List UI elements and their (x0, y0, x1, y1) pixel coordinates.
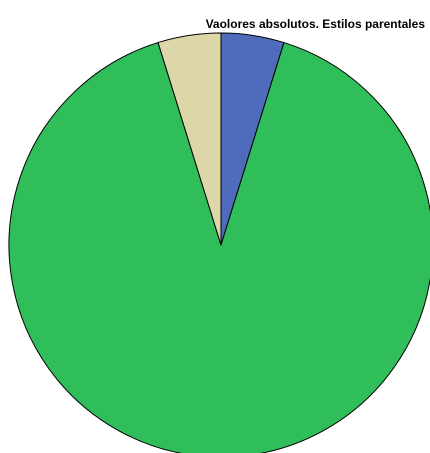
chart-title: Vaolores absolutos. Estilos parentales (205, 17, 425, 31)
pie-slice-2 (8, 42, 430, 453)
pie-slice-3 (157, 32, 222, 246)
pie-slices (8, 32, 430, 453)
